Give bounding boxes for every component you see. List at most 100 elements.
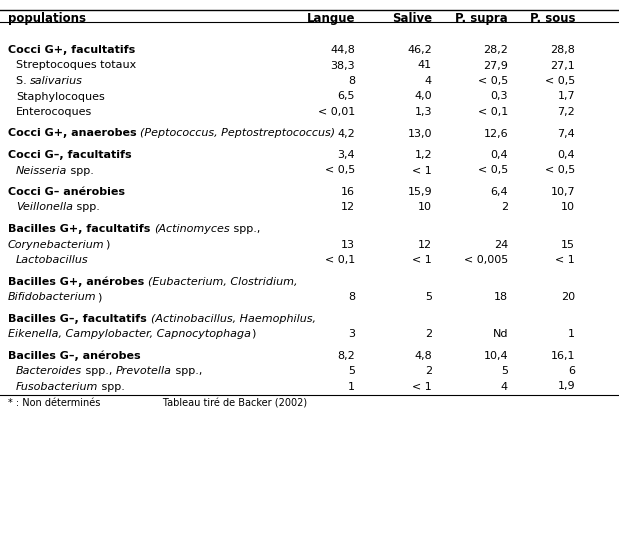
Text: Cocci G– anérobies: Cocci G– anérobies: [8, 187, 125, 197]
Text: spp.,: spp.,: [230, 224, 260, 234]
Text: 13: 13: [341, 239, 355, 250]
Text: Langue: Langue: [306, 12, 355, 25]
Text: 2: 2: [425, 366, 432, 376]
Text: 15,9: 15,9: [407, 187, 432, 197]
Text: < 0,5: < 0,5: [545, 76, 575, 86]
Text: 0,4: 0,4: [557, 150, 575, 160]
Text: Nd: Nd: [493, 329, 508, 339]
Text: (Actinomyces: (Actinomyces: [154, 224, 230, 234]
Text: 0,4: 0,4: [490, 150, 508, 160]
Text: 12: 12: [418, 239, 432, 250]
Text: Staphylocoques: Staphylocoques: [16, 92, 105, 101]
Text: spp.: spp.: [73, 203, 100, 212]
Text: 5: 5: [348, 366, 355, 376]
Text: Bifidobacterium: Bifidobacterium: [8, 292, 97, 302]
Text: Bacteroides: Bacteroides: [16, 366, 82, 376]
Text: 28,2: 28,2: [483, 45, 508, 55]
Text: S.: S.: [16, 76, 30, 86]
Text: 4,2: 4,2: [337, 128, 355, 139]
Text: 7,2: 7,2: [557, 107, 575, 117]
Text: Salive: Salive: [392, 12, 432, 25]
Text: Neisseria: Neisseria: [16, 165, 67, 176]
Text: 6,5: 6,5: [337, 92, 355, 101]
Text: 28,8: 28,8: [550, 45, 575, 55]
Text: Bacilles G+, facultatifs: Bacilles G+, facultatifs: [8, 224, 154, 234]
Text: 38,3: 38,3: [331, 60, 355, 71]
Text: Cocci G+, anaerobes: Cocci G+, anaerobes: [8, 128, 141, 139]
Text: 5: 5: [425, 292, 432, 302]
Text: 27,1: 27,1: [550, 60, 575, 71]
Text: 44,8: 44,8: [330, 45, 355, 55]
Text: 16: 16: [341, 187, 355, 197]
Text: Cocci G+, facultatifs: Cocci G+, facultatifs: [8, 45, 135, 55]
Text: (Peptococcus, Peptostreptococcus): (Peptococcus, Peptostreptococcus): [141, 128, 335, 139]
Text: 24: 24: [494, 239, 508, 250]
Text: < 0,1: < 0,1: [325, 255, 355, 265]
Text: Fusobacterium: Fusobacterium: [16, 382, 98, 391]
Text: Streptocoques totaux: Streptocoques totaux: [16, 60, 136, 71]
Text: 4: 4: [425, 76, 432, 86]
Text: 1,2: 1,2: [414, 150, 432, 160]
Text: 5: 5: [501, 366, 508, 376]
Text: < 0,5: < 0,5: [478, 76, 508, 86]
Text: Bacilles G–, facultatifs: Bacilles G–, facultatifs: [8, 314, 150, 323]
Text: 4,8: 4,8: [414, 350, 432, 361]
Text: Bacilles G+, anérobes: Bacilles G+, anérobes: [8, 277, 148, 287]
Text: 6: 6: [568, 366, 575, 376]
Text: 8: 8: [348, 292, 355, 302]
Text: Bacilles G–, anérobes: Bacilles G–, anérobes: [8, 350, 141, 361]
Text: 1,9: 1,9: [557, 382, 575, 391]
Text: 7,4: 7,4: [557, 128, 575, 139]
Text: 18: 18: [494, 292, 508, 302]
Text: < 0,1: < 0,1: [478, 107, 508, 117]
Text: 3,4: 3,4: [337, 150, 355, 160]
Text: Cocci G–, facultatifs: Cocci G–, facultatifs: [8, 150, 132, 160]
Text: 27,9: 27,9: [483, 60, 508, 71]
Text: 10,7: 10,7: [550, 187, 575, 197]
Text: < 1: < 1: [555, 255, 575, 265]
Text: 1,7: 1,7: [557, 92, 575, 101]
Text: 15: 15: [561, 239, 575, 250]
Text: 1,3: 1,3: [415, 107, 432, 117]
Text: spp.,: spp.,: [82, 366, 116, 376]
Text: spp.: spp.: [98, 382, 125, 391]
Text: Eikenella, Campylobacter, Capnocytophaga: Eikenella, Campylobacter, Capnocytophaga: [8, 329, 251, 339]
Text: Enterocoques: Enterocoques: [16, 107, 92, 117]
Text: 8,2: 8,2: [337, 350, 355, 361]
Text: < 0,5: < 0,5: [545, 165, 575, 176]
Text: 12: 12: [341, 203, 355, 212]
Text: 3: 3: [348, 329, 355, 339]
Text: (Actinobacillus, Haemophilus,: (Actinobacillus, Haemophilus,: [150, 314, 316, 323]
Text: < 0,5: < 0,5: [478, 165, 508, 176]
Text: < 0,01: < 0,01: [318, 107, 355, 117]
Text: 12,6: 12,6: [483, 128, 508, 139]
Text: 10: 10: [418, 203, 432, 212]
Text: salivarius: salivarius: [30, 76, 83, 86]
Text: < 1: < 1: [412, 382, 432, 391]
Text: 10,4: 10,4: [483, 350, 508, 361]
Text: Corynebacterium: Corynebacterium: [8, 239, 105, 250]
Text: populations: populations: [8, 12, 86, 25]
Text: 46,2: 46,2: [407, 45, 432, 55]
Text: 1: 1: [568, 329, 575, 339]
Text: (Eubacterium, Clostridium,: (Eubacterium, Clostridium,: [148, 277, 298, 287]
Text: Prevotella: Prevotella: [116, 366, 172, 376]
Text: 4,0: 4,0: [414, 92, 432, 101]
Text: 6,4: 6,4: [490, 187, 508, 197]
Text: ): ): [251, 329, 256, 339]
Text: < 0,5: < 0,5: [325, 165, 355, 176]
Text: 2: 2: [501, 203, 508, 212]
Text: spp.: spp.: [67, 165, 94, 176]
Text: spp.,: spp.,: [172, 366, 202, 376]
Text: < 0,005: < 0,005: [464, 255, 508, 265]
Text: < 1: < 1: [412, 255, 432, 265]
Text: 10: 10: [561, 203, 575, 212]
Text: * : Non déterminés                    Tableau tiré de Backer (2002): * : Non déterminés Tableau tiré de Backe…: [8, 398, 307, 408]
Text: 8: 8: [348, 76, 355, 86]
Text: 0,3: 0,3: [490, 92, 508, 101]
Text: 20: 20: [561, 292, 575, 302]
Text: 2: 2: [425, 329, 432, 339]
Text: 16,1: 16,1: [550, 350, 575, 361]
Text: ): ): [105, 239, 109, 250]
Text: P. sous: P. sous: [529, 12, 575, 25]
